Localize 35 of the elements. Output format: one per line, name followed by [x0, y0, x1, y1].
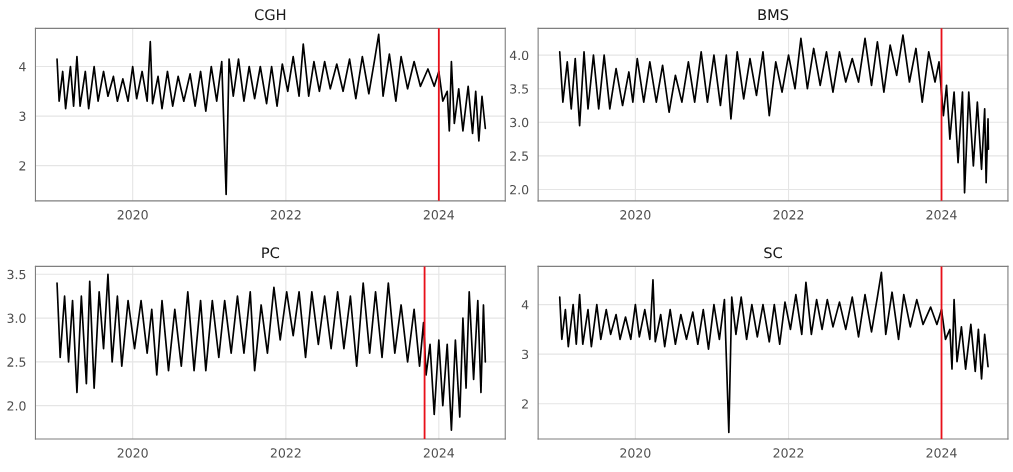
chart-title: SC [764, 247, 782, 259]
y-tick-label: 2.5 [510, 151, 529, 161]
x-tick-label: 2020 [117, 210, 148, 220]
y-tick-label: 2.0 [7, 401, 26, 411]
y-tick-label: 4 [521, 300, 529, 310]
line-series [558, 34, 990, 194]
line-series [558, 271, 989, 434]
y-tick-label: 3.5 [7, 269, 26, 280]
x-tick-label: 2024 [423, 210, 455, 220]
chart-title: BMS [758, 9, 789, 21]
y-tick-label: 3.0 [7, 313, 26, 324]
x-tick-label: 2022 [270, 448, 301, 458]
y-tick-label: 4 [19, 62, 26, 72]
x-tick-label: 2024 [423, 448, 455, 458]
x-tick-label: 2020 [117, 448, 148, 458]
y-tick-label: 3.0 [510, 117, 529, 128]
y-tick-label: 3 [19, 111, 26, 121]
y-tick-label: 2.0 [510, 184, 529, 195]
x-tick-label: 2022 [270, 210, 301, 220]
chart-title: CGH [254, 9, 286, 21]
x-tick-label: 2020 [620, 448, 651, 458]
line-series [56, 33, 487, 196]
y-tick-label: 4.0 [509, 50, 529, 61]
x-tick-label: 2024 [926, 448, 957, 458]
x-tick-label: 2022 [773, 210, 804, 220]
chart-title: PC [262, 247, 280, 259]
y-tick-label: 2 [522, 399, 528, 409]
y-tick-label: 2 [19, 161, 26, 171]
x-tick-label: 2020 [620, 210, 651, 220]
x-tick-label: 2024 [926, 210, 957, 220]
y-tick-label: 3.5 [510, 84, 529, 94]
y-tick-label: 3 [522, 349, 529, 360]
y-tick-label: 2.5 [7, 357, 26, 367]
line-series [56, 273, 487, 432]
x-tick-label: 2022 [773, 448, 804, 458]
